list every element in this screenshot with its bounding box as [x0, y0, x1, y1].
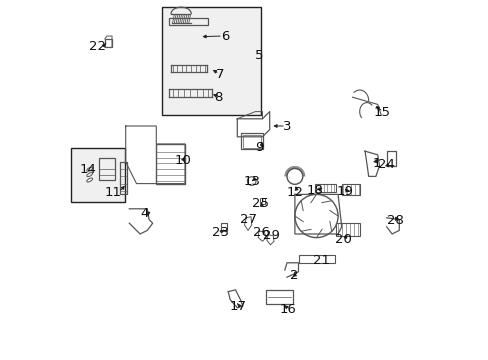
Text: 11: 11	[104, 186, 122, 199]
Text: 15: 15	[373, 106, 390, 119]
Text: 21: 21	[313, 255, 330, 267]
Text: 17: 17	[229, 300, 246, 313]
Bar	[242, 135, 260, 148]
Bar	[71, 148, 125, 202]
Text: 20: 20	[334, 233, 351, 246]
Text: 26: 26	[252, 226, 269, 239]
Text: 2: 2	[289, 269, 298, 282]
Bar	[241, 133, 262, 149]
Text: 1: 1	[372, 157, 381, 170]
Text: 24: 24	[378, 158, 394, 171]
Text: 16: 16	[279, 303, 296, 316]
Text: 8: 8	[213, 91, 222, 104]
Text: 19: 19	[335, 185, 352, 198]
Text: 3: 3	[282, 120, 291, 133]
Text: 9: 9	[255, 141, 263, 154]
Bar	[341, 184, 359, 195]
Text: 28: 28	[386, 214, 403, 227]
Bar	[336, 223, 359, 236]
Text: 22: 22	[89, 40, 106, 53]
Text: 27: 27	[240, 213, 257, 226]
Text: 10: 10	[175, 154, 191, 167]
Bar	[99, 158, 115, 180]
Text: 25: 25	[252, 197, 269, 210]
Bar	[260, 198, 264, 204]
Text: 6: 6	[221, 30, 229, 42]
Bar	[298, 255, 334, 263]
Bar	[221, 223, 226, 231]
Bar	[386, 151, 395, 166]
Bar	[162, 7, 260, 115]
Text: 4: 4	[140, 207, 148, 220]
Text: 23: 23	[211, 226, 228, 239]
Bar	[120, 162, 126, 194]
Bar	[314, 184, 336, 192]
Text: 29: 29	[262, 229, 279, 242]
Text: 14: 14	[80, 163, 96, 176]
Bar	[265, 290, 292, 304]
Text: 12: 12	[286, 186, 303, 199]
Text: 7: 7	[216, 68, 224, 81]
Text: 5: 5	[254, 49, 263, 62]
Bar	[104, 39, 112, 47]
Bar	[156, 144, 185, 184]
Text: 18: 18	[305, 184, 323, 197]
Text: 13: 13	[243, 175, 260, 188]
